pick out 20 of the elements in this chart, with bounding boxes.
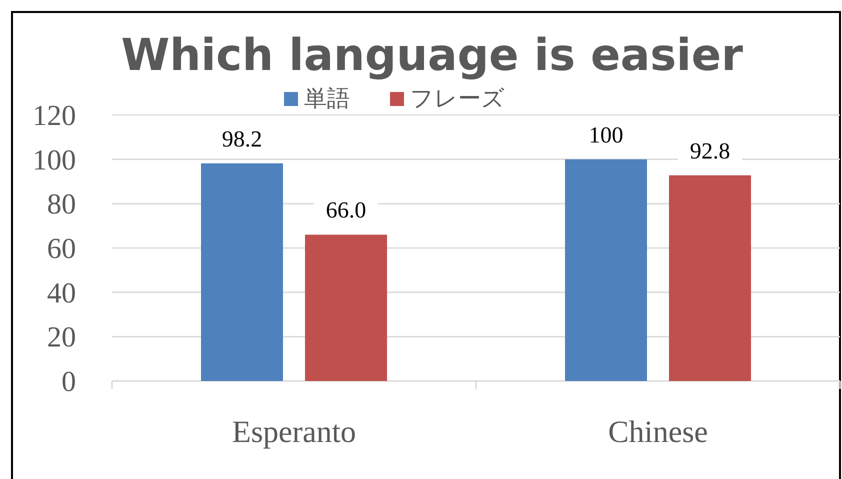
y-tick-label: 60 [47, 233, 76, 265]
bar [201, 163, 283, 381]
y-tick-label: 40 [47, 277, 76, 310]
y-tick-label: 0 [62, 366, 76, 398]
bar [305, 234, 387, 381]
bar [669, 175, 751, 381]
y-tick-label: 100 [32, 144, 76, 176]
x-tick-label: Esperanto [232, 414, 356, 449]
data-label: 92.8 [690, 138, 730, 164]
y-tick-label: 20 [47, 322, 76, 354]
x-tick-label: Chinese [608, 414, 708, 449]
legend-label: フレーズ [410, 86, 505, 111]
data-label: 66.0 [326, 198, 366, 223]
y-tick-label: 120 [32, 100, 76, 132]
data-label: 100 [588, 122, 624, 148]
bar [565, 159, 647, 381]
y-tick-label: 80 [47, 188, 76, 221]
legend-label: 単語 [304, 86, 350, 111]
chart-title: Which language is easier [121, 30, 744, 81]
data-label: 98.2 [222, 126, 262, 152]
